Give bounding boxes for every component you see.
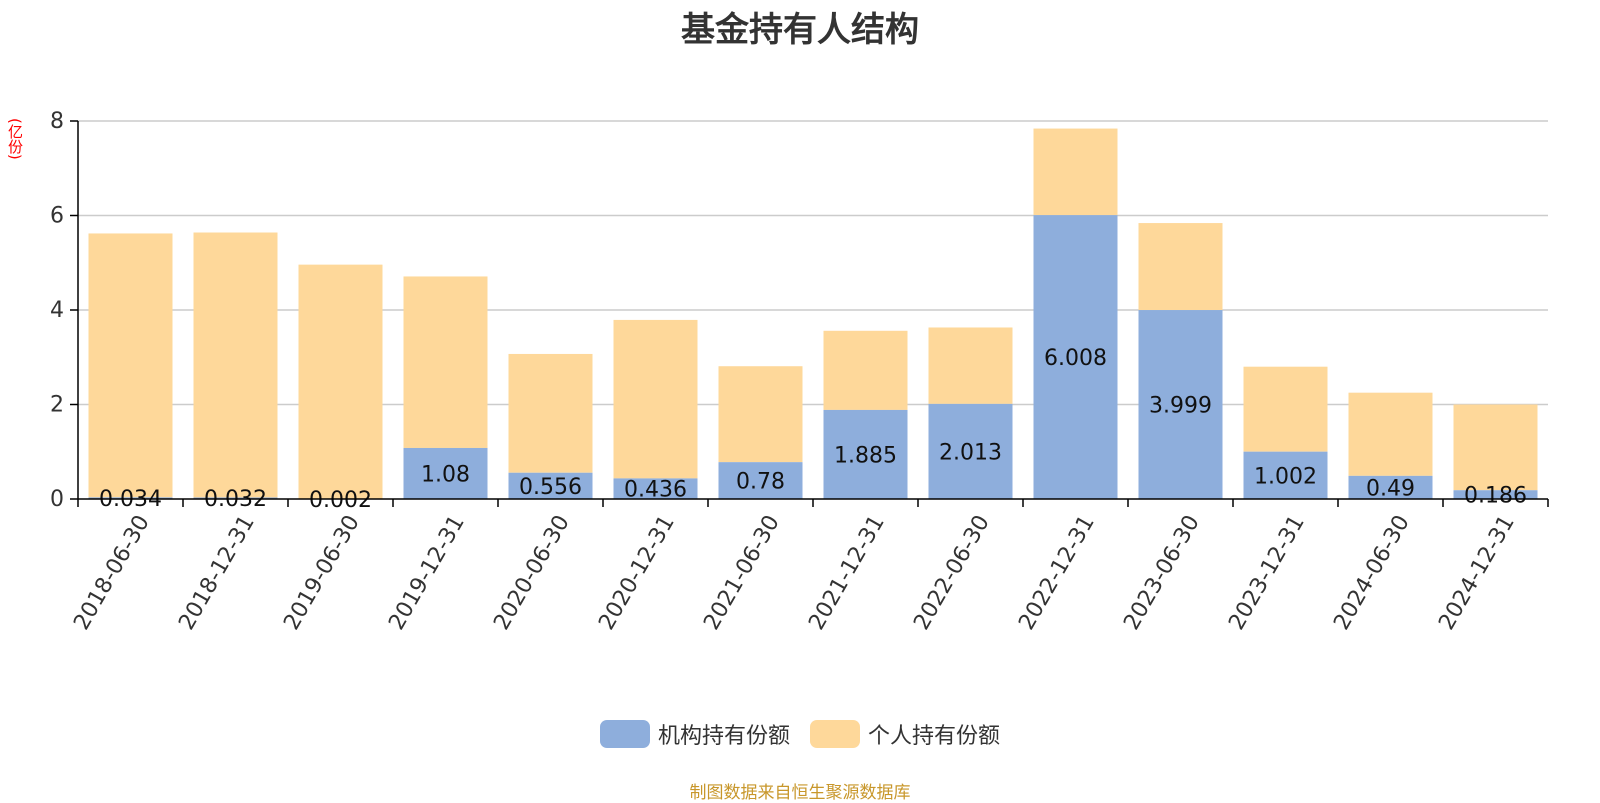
- data-label: 6.008: [1044, 346, 1107, 371]
- data-label: 1.885: [834, 443, 897, 468]
- data-label: 0.002: [309, 488, 372, 513]
- x-tick-label: 2019-12-31: [384, 511, 470, 634]
- bar-individual[interactable]: [929, 327, 1013, 403]
- x-tick-label: 2021-12-31: [804, 511, 890, 634]
- data-label: 0.556: [519, 475, 582, 500]
- y-tick-label: 4: [50, 298, 64, 323]
- bar-individual[interactable]: [404, 276, 488, 448]
- data-label: 3.999: [1149, 394, 1212, 419]
- bar-individual[interactable]: [1454, 405, 1538, 491]
- x-tick-label: 2020-06-30: [489, 511, 575, 634]
- data-label: 0.78: [736, 470, 785, 495]
- x-tick-label: 2024-12-31: [1434, 511, 1520, 634]
- legend-label-institutional: 机构持有份额: [658, 718, 790, 750]
- bar-individual[interactable]: [1034, 129, 1118, 216]
- legend-item-institutional[interactable]: 机构持有份额: [600, 718, 790, 750]
- bar-individual[interactable]: [509, 354, 593, 473]
- x-tick-label: 2020-12-31: [594, 511, 680, 634]
- data-label: 2.013: [939, 440, 1002, 465]
- bar-individual[interactable]: [719, 366, 803, 462]
- x-tick-label: 2024-06-30: [1329, 511, 1415, 634]
- bars: [89, 129, 1538, 499]
- legend: 机构持有份额 个人持有份额: [0, 718, 1600, 750]
- x-tick-label: 2018-12-31: [174, 511, 260, 634]
- y-tick-label: 2: [50, 393, 64, 418]
- legend-swatch-individual: [810, 720, 860, 748]
- data-label: 1.002: [1254, 464, 1317, 489]
- bar-individual[interactable]: [1244, 367, 1328, 452]
- legend-item-individual[interactable]: 个人持有份额: [810, 718, 1000, 750]
- legend-label-individual: 个人持有份额: [868, 718, 1000, 750]
- bar-individual[interactable]: [1349, 393, 1433, 476]
- x-tick-label: 2018-06-30: [69, 511, 155, 634]
- bar-individual[interactable]: [1139, 223, 1223, 310]
- data-label: 1.08: [421, 462, 470, 487]
- y-tick-label: 8: [50, 109, 64, 134]
- bar-individual[interactable]: [299, 265, 383, 499]
- x-tick-label: 2023-12-31: [1224, 511, 1310, 634]
- y-tick-label: 0: [50, 487, 64, 512]
- data-label: 0.186: [1464, 484, 1527, 509]
- data-label: 0.49: [1366, 476, 1415, 501]
- bar-individual[interactable]: [89, 233, 173, 497]
- x-tick-label: 2023-06-30: [1119, 511, 1205, 634]
- x-tick-label: 2021-06-30: [699, 511, 785, 634]
- bar-individual[interactable]: [614, 320, 698, 478]
- bar-individual[interactable]: [194, 233, 278, 498]
- x-tick-label: 2022-06-30: [909, 511, 995, 634]
- x-tick-label: 2019-06-30: [279, 511, 365, 634]
- legend-swatch-institutional: [600, 720, 650, 748]
- x-tick-label: 2022-12-31: [1014, 511, 1100, 634]
- bar-individual[interactable]: [824, 331, 908, 410]
- y-tick-label: 6: [50, 204, 64, 229]
- data-source-note: 制图数据来自恒生聚源数据库: [0, 778, 1600, 803]
